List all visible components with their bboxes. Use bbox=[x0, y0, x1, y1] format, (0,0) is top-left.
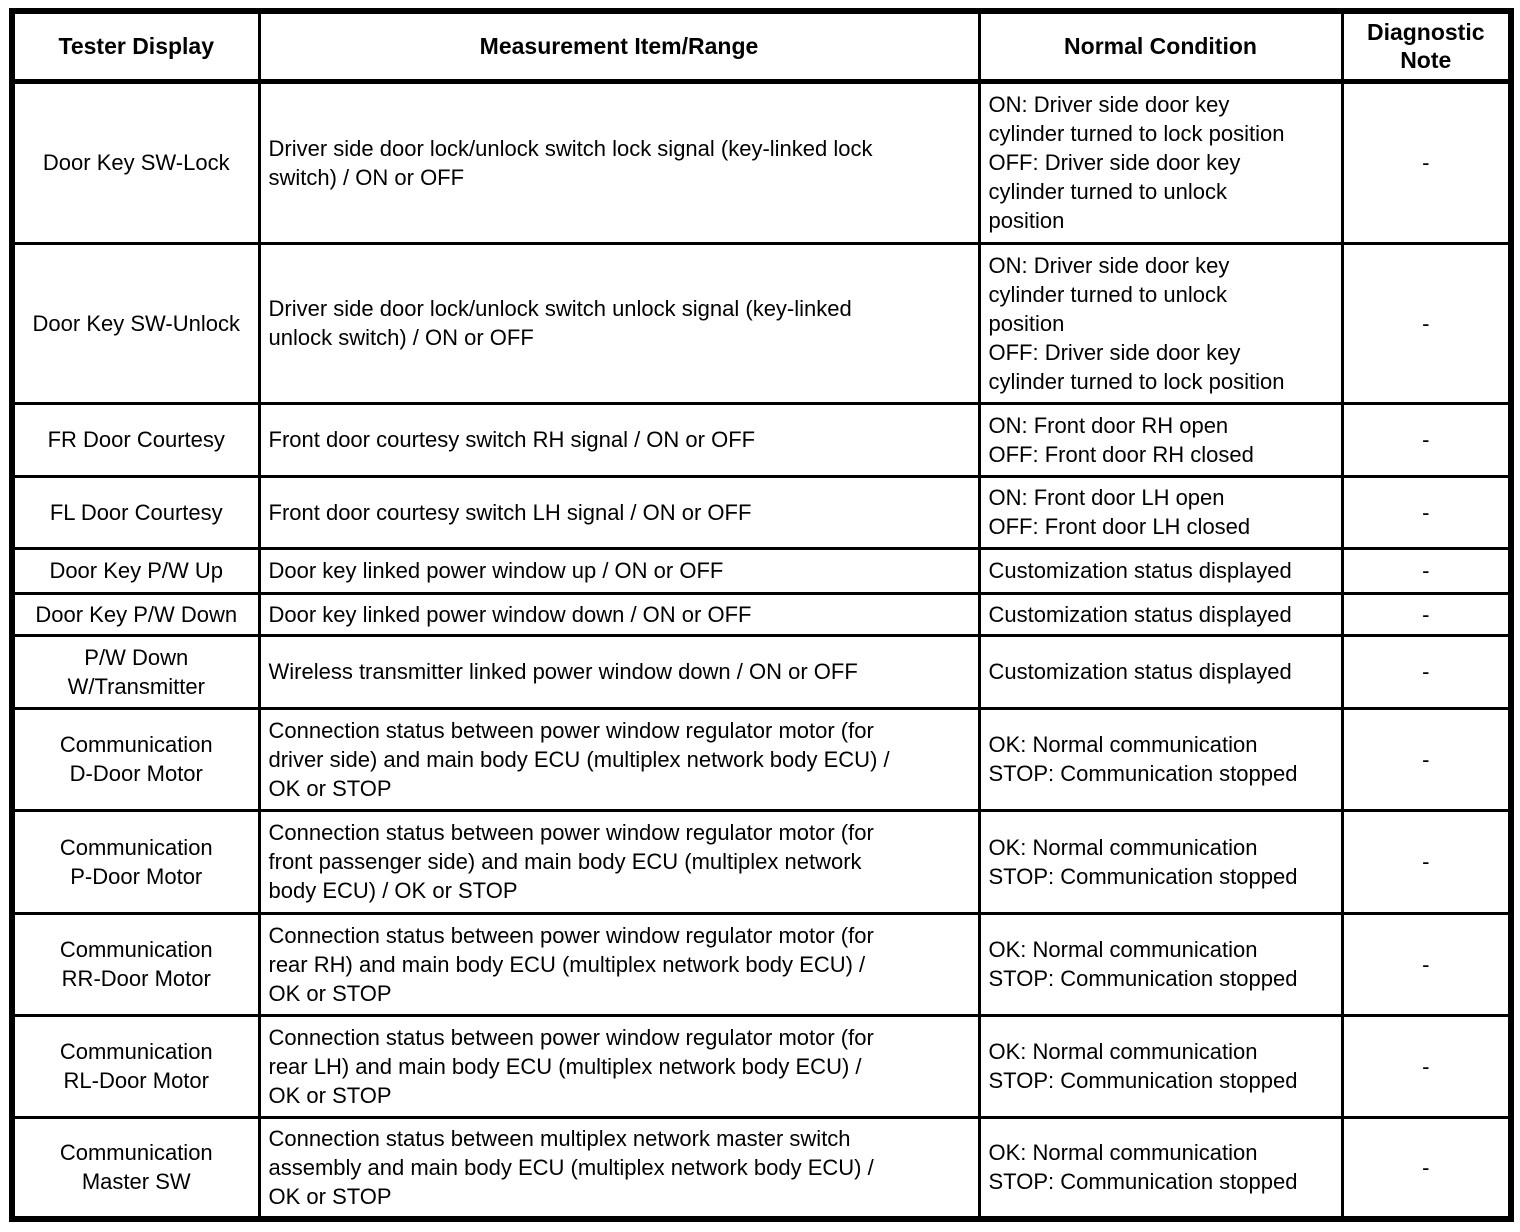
tester-display-cell: Communication P-Door Motor bbox=[10, 808, 261, 915]
table-row: Communication RR-Door Motor Connection s… bbox=[10, 911, 1513, 1017]
table-row: Communication D-Door Motor Connection st… bbox=[10, 706, 1513, 812]
diagnostic-note-cell: - bbox=[1340, 591, 1513, 637]
tester-display-cell: FL Door Courtesy bbox=[10, 474, 261, 550]
measurement-cell: Front door courtesy switch RH signal / O… bbox=[257, 401, 981, 478]
header-row: Tester Display Measurement Item/Range No… bbox=[10, 9, 1513, 84]
diagnostic-note-cell: - bbox=[1340, 706, 1513, 812]
normal-condition-cell: ON: Front door LH open OFF: Front door L… bbox=[977, 474, 1344, 550]
header-measurement-item-range: Measurement Item/Range bbox=[257, 9, 981, 84]
diagnostic-note-cell: - bbox=[1340, 401, 1513, 478]
header-diagnostic-note: Diagnostic Note bbox=[1340, 9, 1513, 84]
table-row: P/W Down W/Transmitter Wireless transmit… bbox=[10, 633, 1513, 710]
diagnostic-note-cell: - bbox=[1340, 474, 1513, 550]
normal-condition-cell: Customization status displayed bbox=[977, 591, 1344, 637]
table-row: FL Door Courtesy Front door courtesy swi… bbox=[10, 474, 1513, 550]
normal-condition-cell: OK: Normal communication STOP: Communica… bbox=[977, 1013, 1344, 1119]
table-row: Communication RL-Door Motor Connection s… bbox=[10, 1013, 1513, 1119]
measurement-cell: Connection status between power window r… bbox=[257, 706, 981, 812]
measurement-cell: Door key linked power window up / ON or … bbox=[257, 546, 981, 595]
data-list-table: Tester Display Measurement Item/Range No… bbox=[9, 8, 1514, 1222]
normal-condition-cell: OK: Normal communication STOP: Communica… bbox=[977, 1115, 1344, 1221]
table-row: Door Key SW-Unlock Driver side door lock… bbox=[10, 241, 1513, 405]
tester-display-cell: Door Key SW-Lock bbox=[10, 79, 261, 245]
diagnostic-note-cell: - bbox=[1340, 808, 1513, 915]
measurement-cell: Wireless transmitter linked power window… bbox=[257, 633, 981, 710]
measurement-cell: Connection status between power window r… bbox=[257, 1013, 981, 1119]
tester-display-cell: Communication RR-Door Motor bbox=[10, 911, 261, 1017]
tester-display-cell: Door Key P/W Up bbox=[10, 546, 261, 595]
measurement-cell: Connection status between multiplex netw… bbox=[257, 1115, 981, 1221]
measurement-cell: Door key linked power window down / ON o… bbox=[257, 591, 981, 637]
table-row: FR Door Courtesy Front door courtesy swi… bbox=[10, 401, 1513, 478]
normal-condition-cell: Customization status displayed bbox=[977, 546, 1344, 595]
tester-display-cell: Communication RL-Door Motor bbox=[10, 1013, 261, 1119]
diagnostic-note-cell: - bbox=[1340, 911, 1513, 1017]
table-row: Door Key P/W Down Door key linked power … bbox=[10, 591, 1513, 637]
diagnostic-note-cell: - bbox=[1340, 633, 1513, 710]
diagnostic-note-cell: - bbox=[1340, 79, 1513, 245]
tester-display-cell: Door Key SW-Unlock bbox=[10, 241, 261, 405]
tester-display-cell: FR Door Courtesy bbox=[10, 401, 261, 478]
table-row: Door Key SW-Lock Driver side door lock/u… bbox=[10, 79, 1513, 245]
measurement-cell: Front door courtesy switch LH signal / O… bbox=[257, 474, 981, 550]
normal-condition-cell: Customization status displayed bbox=[977, 633, 1344, 710]
diagnostic-note-cell: - bbox=[1340, 546, 1513, 595]
tester-display-cell: Communication Master SW bbox=[10, 1115, 261, 1221]
normal-condition-cell: ON: Driver side door key cylinder turned… bbox=[977, 79, 1344, 245]
measurement-cell: Driver side door lock/unlock switch lock… bbox=[257, 79, 981, 245]
diagnostic-note-cell: - bbox=[1340, 1115, 1513, 1221]
diagnostic-note-cell: - bbox=[1340, 241, 1513, 405]
table-row: Communication Master SW Connection statu… bbox=[10, 1115, 1513, 1221]
table-row: Door Key P/W Up Door key linked power wi… bbox=[10, 546, 1513, 595]
measurement-cell: Connection status between power window r… bbox=[257, 808, 981, 915]
table-row: Communication P-Door Motor Connection st… bbox=[10, 808, 1513, 915]
diagnostic-note-cell: - bbox=[1340, 1013, 1513, 1119]
normal-condition-cell: ON: Front door RH open OFF: Front door R… bbox=[977, 401, 1344, 478]
tester-display-cell: P/W Down W/Transmitter bbox=[10, 633, 261, 710]
measurement-cell: Connection status between power window r… bbox=[257, 911, 981, 1017]
normal-condition-cell: ON: Driver side door key cylinder turned… bbox=[977, 241, 1344, 405]
header-tester-display: Tester Display bbox=[10, 9, 261, 84]
header-normal-condition: Normal Condition bbox=[977, 9, 1344, 84]
tester-display-cell: Door Key P/W Down bbox=[10, 591, 261, 637]
tester-display-cell: Communication D-Door Motor bbox=[10, 706, 261, 812]
normal-condition-cell: OK: Normal communication STOP: Communica… bbox=[977, 911, 1344, 1017]
measurement-cell: Driver side door lock/unlock switch unlo… bbox=[257, 241, 981, 405]
normal-condition-cell: OK: Normal communication STOP: Communica… bbox=[977, 808, 1344, 915]
normal-condition-cell: OK: Normal communication STOP: Communica… bbox=[977, 706, 1344, 812]
